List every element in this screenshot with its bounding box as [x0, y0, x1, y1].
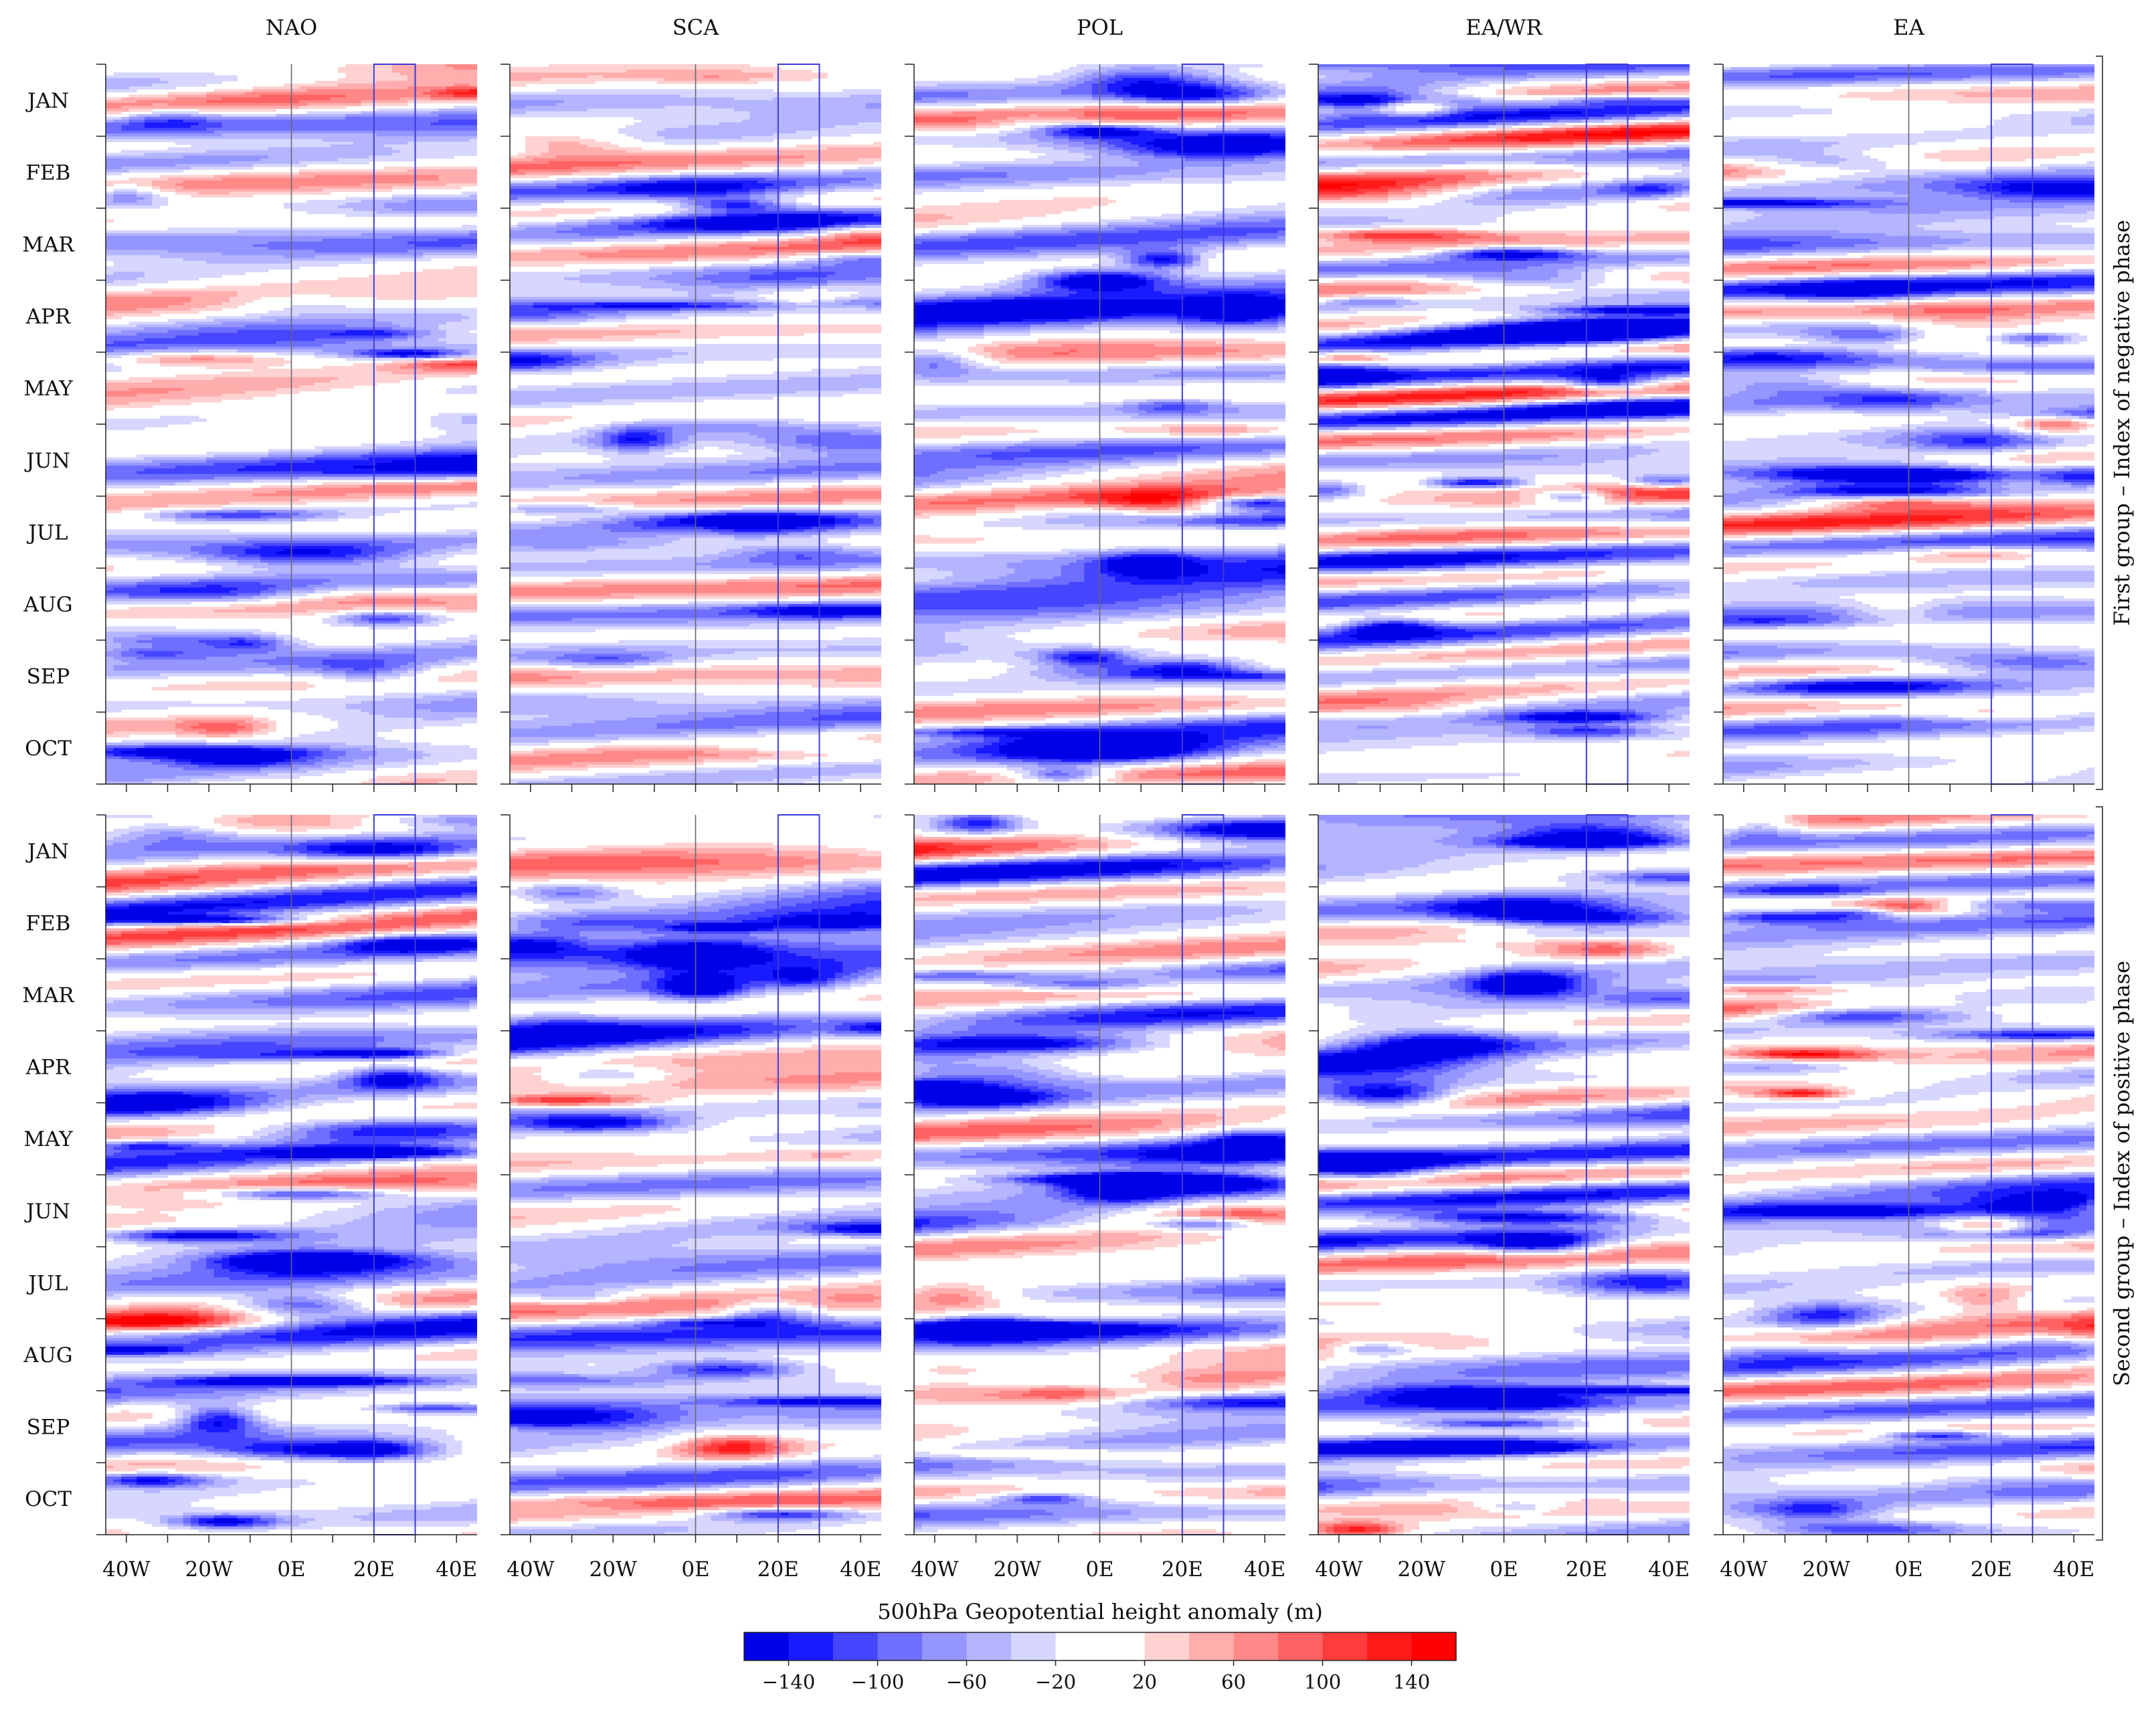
longitude-label: 40W — [507, 1557, 554, 1582]
longitude-label: 40W — [102, 1557, 150, 1582]
longitude-label: 0E — [1085, 1557, 1113, 1582]
heatmap-panel — [905, 64, 1286, 792]
longitude-label: 20W — [1398, 1557, 1445, 1582]
column-title: EA — [1893, 15, 1924, 40]
colorbar-tick-label: 100 — [1304, 1671, 1341, 1693]
longitude-label: 40E — [2053, 1557, 2094, 1582]
colorbar-swatch — [922, 1632, 967, 1660]
row-labels: First group – Index of negative phase Sec… — [2096, 56, 2135, 1540]
month-label: APR — [25, 1056, 72, 1080]
longitude-label: 20W — [994, 1557, 1041, 1582]
longitude-label: 0E — [1490, 1557, 1518, 1582]
month-label: JAN — [25, 89, 69, 113]
month-label: SEP — [27, 1416, 70, 1440]
colorbar-tick-label: −140 — [762, 1671, 816, 1693]
column-title: EA/WR — [1465, 15, 1542, 40]
column-title: NAO — [266, 15, 317, 40]
longitude-label: 20E — [1162, 1557, 1203, 1582]
colorbar-tick-label: −60 — [946, 1671, 987, 1693]
colorbar-title: 500hPa Geopotential height anomaly (m) — [877, 1599, 1323, 1624]
month-label: FEB — [26, 911, 71, 935]
longitude-label: 20W — [590, 1557, 637, 1582]
longitude-label: 40E — [1648, 1557, 1690, 1582]
row-label: Second group – Index of positive phase — [2109, 961, 2135, 1386]
column-titles: NAO SCA POL EA/WR EA — [266, 15, 1925, 40]
longitude-label: 40E — [436, 1557, 477, 1582]
longitude-label: 20E — [353, 1557, 395, 1582]
month-label: AUG — [23, 1343, 72, 1367]
month-label: JUL — [26, 520, 68, 545]
longitude-label: 0E — [1894, 1557, 1922, 1582]
longitude-label: 20W — [1803, 1557, 1850, 1582]
colorbar-swatch — [1056, 1632, 1101, 1660]
row-bracket — [2096, 807, 2102, 1540]
colorbar-swatch — [833, 1632, 878, 1660]
month-label: JAN — [25, 840, 69, 864]
longitude-label: 20W — [185, 1557, 233, 1582]
colorbar-swatch — [878, 1632, 923, 1660]
colorbar-tick-label: 20 — [1132, 1671, 1157, 1693]
colorbar-swatch — [1234, 1632, 1279, 1660]
column-title: POL — [1077, 15, 1123, 40]
month-label: OCT — [25, 1487, 72, 1511]
colorbar-swatch — [1011, 1632, 1056, 1660]
month-label: AUG — [23, 593, 72, 617]
longitude-label: 0E — [681, 1557, 709, 1582]
heatmap-panel: 40W 20W 0E 20E 40E — [905, 815, 1286, 1582]
longitude-label: 40W — [911, 1557, 958, 1582]
heatmap-panel: JAN FEB MAR APR MAY JUN JUL AUG SEP OCT — [22, 64, 477, 792]
heatmap-panel: JAN FEB MAR APR MAY JUN JUL AUG SEP OCT 40W 20W 0E 20… — [22, 815, 477, 1582]
heatmap-panel — [501, 64, 882, 792]
row-label: First group – Index of negative phase — [2109, 220, 2135, 626]
column-title: SCA — [672, 15, 719, 40]
heatmap-panel — [1309, 64, 1690, 792]
colorbar-tick-label: 140 — [1393, 1671, 1430, 1693]
heatmap-panel: 40W 20W 0E 20E 40E — [501, 815, 882, 1582]
colorbar-swatch — [1189, 1632, 1234, 1660]
colorbar-tick-label: −100 — [851, 1671, 905, 1693]
row-bracket — [2096, 56, 2102, 789]
month-label: MAR — [22, 983, 75, 1008]
longitude-label: 20E — [757, 1557, 799, 1582]
longitude-label: 40E — [840, 1557, 881, 1582]
colorbar: 500hPa Geopotential height anomaly (m) −1… — [744, 1599, 1457, 1693]
colorbar-swatch — [1412, 1632, 1457, 1660]
month-label: APR — [25, 305, 72, 329]
longitude-label: 40W — [1315, 1557, 1362, 1582]
heatmap-panel: 40W 20W 0E 20E 40E — [1309, 815, 1690, 1582]
colorbar-swatch — [789, 1632, 834, 1660]
month-label: SEP — [27, 665, 70, 689]
month-label: MAR — [22, 233, 75, 257]
longitude-label: 40W — [1720, 1557, 1767, 1582]
month-label: OCT — [25, 737, 72, 761]
longitude-label: 20E — [1971, 1557, 2012, 1582]
heatmap-panels: JAN FEB MAR APR MAY JUN JUL AUG SEP OCT JAN FEB MAR A… — [22, 64, 2094, 1582]
colorbar-swatch — [1278, 1632, 1323, 1660]
heatmap-panel — [1714, 64, 2095, 792]
colorbar-swatch — [1145, 1632, 1190, 1660]
colorbar-swatch — [967, 1632, 1012, 1660]
longitude-label: 20E — [1566, 1557, 1607, 1582]
month-label: JUN — [24, 1200, 70, 1224]
longitude-label: 0E — [277, 1557, 305, 1582]
month-label: MAY — [23, 1127, 73, 1151]
longitude-label: 40E — [1244, 1557, 1285, 1582]
colorbar-tick-label: −20 — [1035, 1671, 1076, 1693]
colorbar-swatch — [744, 1632, 789, 1660]
month-label: FEB — [26, 161, 71, 185]
month-label: JUN — [24, 449, 70, 473]
colorbar-tick-label: 60 — [1221, 1671, 1246, 1693]
colorbar-swatch — [1100, 1632, 1145, 1660]
month-label: JUL — [26, 1271, 68, 1295]
month-label: MAY — [23, 377, 73, 401]
colorbar-swatch — [1367, 1632, 1412, 1660]
heatmap-panel: 40W 20W 0E 20E 40E — [1714, 815, 2095, 1582]
colorbar-swatch — [1323, 1632, 1368, 1660]
